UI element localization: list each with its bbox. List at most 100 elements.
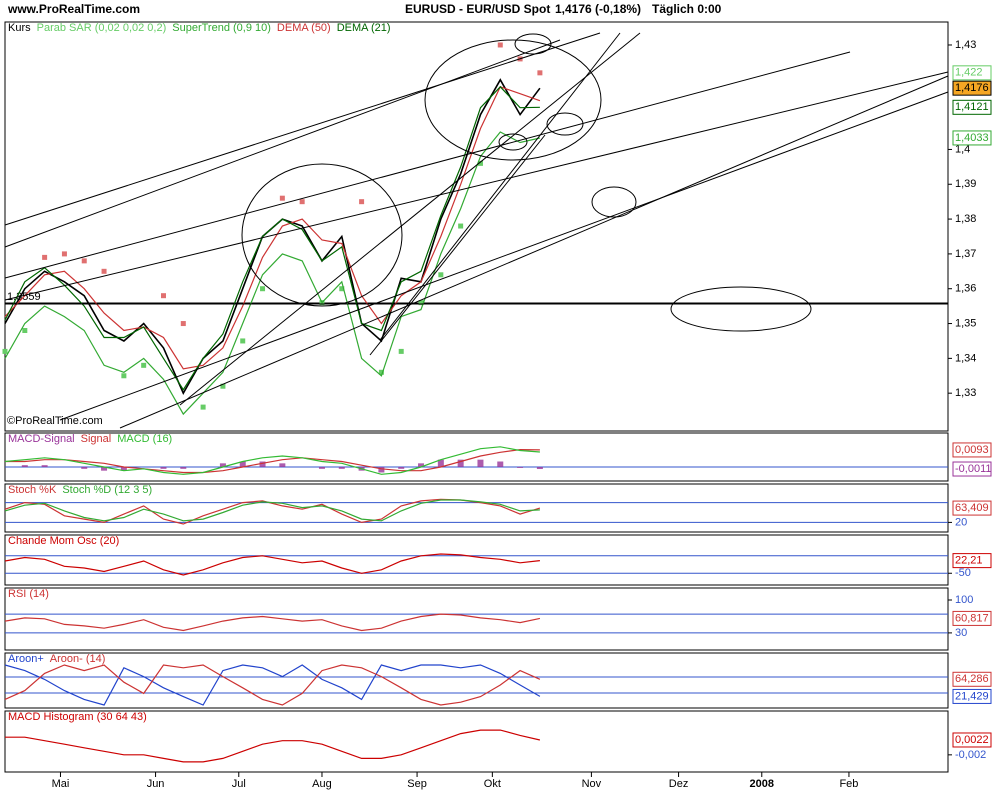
value-tag-box — [952, 671, 992, 687]
sar-dot — [101, 268, 107, 274]
panel-frame — [4, 21, 949, 432]
sar-dot — [260, 286, 266, 292]
sar-dot — [220, 383, 226, 389]
panel-frame — [4, 652, 949, 709]
panel-frame — [4, 483, 949, 533]
series-line — [4, 86, 541, 370]
sar-dot — [398, 348, 404, 354]
histogram-bar — [160, 467, 167, 469]
panel-frame — [4, 432, 949, 482]
sar-dot — [458, 223, 464, 229]
series-line — [4, 85, 540, 391]
histogram-bar — [81, 467, 88, 469]
trend-line — [4, 51, 851, 279]
sar-dot — [22, 328, 28, 334]
series-line — [4, 613, 541, 632]
histogram-bar — [378, 467, 385, 473]
trend-line — [379, 32, 621, 341]
legend-entry: Aroon- (14) — [50, 653, 106, 665]
quote: 1,4176 (-0,18%) — [555, 2, 641, 16]
y-tick-label: 1,39 — [955, 178, 976, 190]
value-tag-box — [952, 553, 992, 569]
sar-dot — [339, 286, 345, 292]
panel-frame — [4, 534, 949, 586]
y-tick-label: 1,38 — [955, 213, 976, 225]
trend-drawings — [4, 32, 949, 429]
panel: -50 Chande Mom Osc (20) 22,21 — [4, 534, 992, 586]
trend-line — [179, 32, 641, 406]
histogram-bar — [398, 467, 405, 469]
value-tag: 1,4176 — [955, 82, 989, 94]
value-tag-box — [952, 442, 992, 458]
sar-dot — [359, 199, 365, 205]
sar-dot — [121, 373, 127, 379]
panel: Aroon+ Aroon- (14) 21,429 64,286 — [4, 652, 992, 709]
legend-entry: Signal — [81, 433, 112, 445]
site: www.ProRealTime.com — [7, 2, 140, 16]
x-tick-label: Mai — [52, 778, 70, 790]
ellipse — [591, 186, 637, 218]
sar-dot — [418, 300, 424, 306]
y-tick-label: 1,4 — [955, 143, 970, 155]
legend-entry: Stoch %D (12 3 5) — [62, 484, 152, 496]
value-tag-box — [952, 130, 992, 146]
ellipse — [546, 112, 584, 136]
y-tick-label: -50 — [955, 567, 971, 579]
legend-entry: MACD (16) — [117, 433, 172, 445]
sar-dot — [160, 293, 166, 299]
histogram-bar — [120, 467, 127, 471]
symbol: EURUSD - EUR/USD Spot — [405, 2, 550, 16]
y-tick-label: 100 — [955, 594, 973, 606]
value-tag: 1,4033 — [955, 132, 989, 144]
y-tick-label: 1,33 — [955, 387, 976, 399]
y-tick-label: 20 — [955, 516, 967, 528]
series-line — [4, 553, 540, 576]
x-tick-label: Feb — [839, 778, 858, 790]
y-tick-label: -0,002 — [955, 749, 986, 761]
x-tick-label: Nov — [582, 778, 602, 790]
x-tick-label: Dez — [669, 778, 689, 790]
value-tag: 64,286 — [955, 673, 989, 685]
histogram-bar — [21, 465, 28, 467]
value-tag-box — [952, 461, 992, 477]
legend-entry: DEMA (21) — [337, 22, 391, 34]
series-line — [4, 131, 541, 416]
trend-line — [4, 39, 561, 248]
sar-dot — [279, 195, 285, 201]
sar-dot — [299, 199, 305, 205]
sar-dot — [61, 251, 67, 257]
value-tag: 0,0093 — [955, 444, 989, 456]
sar-dot — [200, 404, 206, 410]
trend-line — [119, 75, 949, 429]
trend-line — [59, 91, 949, 421]
histogram-bar — [497, 461, 504, 467]
histogram-bar — [259, 461, 266, 467]
sar-dot — [2, 348, 8, 354]
y-tick-label: 1,37 — [955, 248, 976, 260]
trend-line — [4, 71, 949, 301]
histogram-bar — [101, 467, 108, 471]
sar-dot — [240, 338, 246, 344]
x-tick-label: Aug — [312, 778, 332, 790]
sar-dot — [438, 272, 444, 278]
panel: -0,002 MACD Histogram (30 64 43) 0,0022 — [4, 710, 992, 773]
period: Täglich 0:00 — [652, 2, 722, 16]
legend-entry: Chande Mom Osc (20) — [8, 535, 119, 547]
sar-dot — [537, 70, 543, 76]
histogram-bar — [437, 459, 444, 467]
y-tick-label: 1,36 — [955, 283, 976, 295]
ellipse — [498, 133, 528, 151]
trend-line — [369, 134, 546, 356]
series-line — [4, 446, 540, 475]
value-tag: 1,422 — [955, 67, 983, 79]
legend-entry: Parab SAR (0,02 0,02 0,2) — [37, 22, 167, 34]
legend-entry: MACD-Signal — [8, 433, 75, 445]
legend-entry: RSI (14) — [8, 588, 49, 600]
legend-entry: Stoch %K — [8, 484, 57, 496]
panel-frame — [4, 710, 949, 773]
y-tick-label: 1,34 — [955, 352, 976, 364]
value-tag-box — [952, 610, 992, 626]
value-tag: 21,429 — [955, 690, 989, 702]
